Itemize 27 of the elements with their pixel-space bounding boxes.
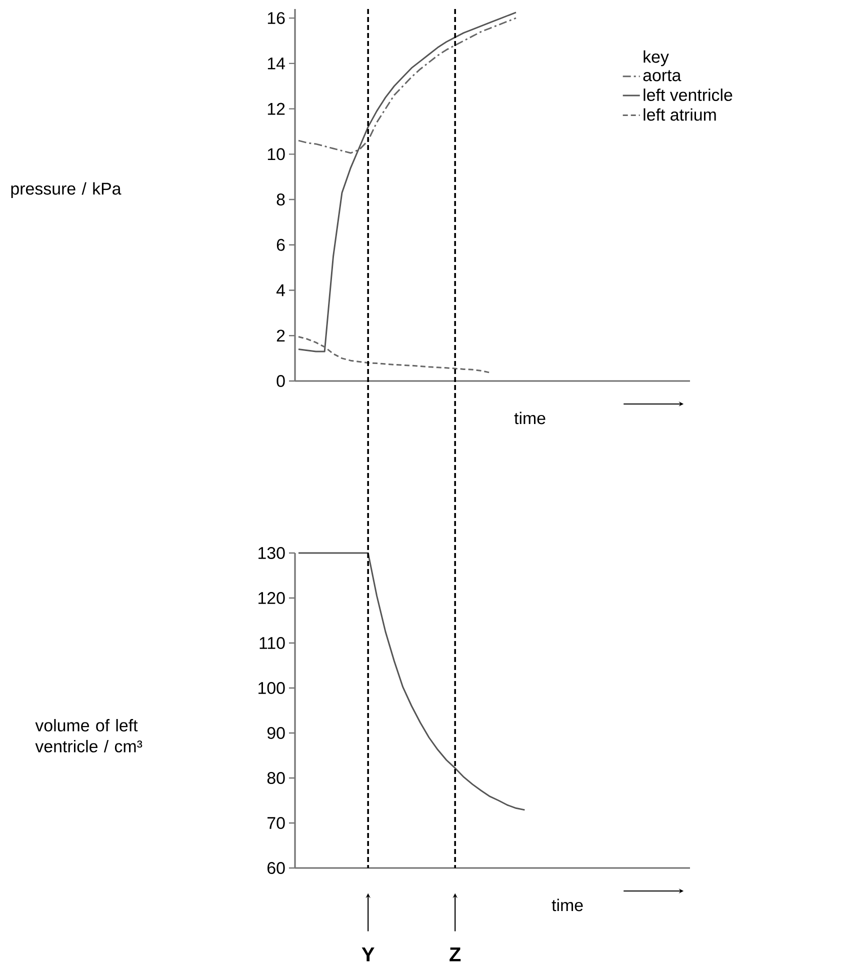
y-tick-label: 4 [276,284,285,296]
y-tick-label: 14 [268,58,285,70]
x-axis-title: time [514,412,546,424]
y-tick-label: 100 [258,682,285,694]
y-tick-label: 10 [268,148,285,160]
y-tick-label: 16 [268,12,285,24]
y-tick-label: 2 [276,330,285,342]
x-tick-label: Y [362,948,374,962]
y-tick-label: 12 [268,102,285,115]
legend-label: left ventricle [644,88,732,102]
y-tick-label: 8 [276,194,285,206]
y-tick-label: 80 [267,772,285,784]
y-tick-label: 60 [268,862,285,874]
y-tick-label: 0 [276,374,285,387]
x-tick-label: Z [450,948,461,962]
y-tick-label: 120 [258,592,285,604]
x-axis-title: time [552,898,583,912]
y-tick-label: 90 [267,727,285,740]
y-tick-label: 70 [268,817,285,829]
y-tick-label: 6 [276,238,285,251]
legend-label: left atrium [644,108,716,121]
legend-label: aorta [643,70,682,82]
y-tick-label: 110 [260,637,285,650]
y-axis-title: pressure / kPa [11,182,122,198]
y-axis-title: volume of left ventricle / cm³ [35,719,142,752]
y-tick-label: 130 [258,547,285,560]
legend-title: key [644,50,669,66]
